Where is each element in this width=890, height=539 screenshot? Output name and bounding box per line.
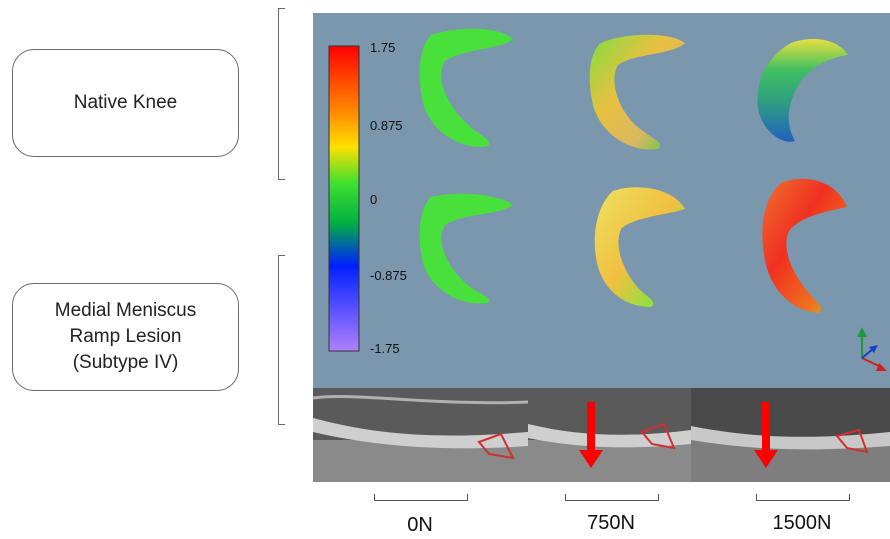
map-native-1500n	[757, 39, 848, 142]
ramp-lesion-bracket	[278, 255, 285, 425]
load-label-0n: 0N	[407, 514, 433, 536]
colorbar-tick-lower: -0.875	[370, 268, 407, 283]
colorbar-tick-zero: 0	[370, 192, 378, 207]
map-lesion-750n	[594, 187, 685, 307]
load-arrow-750n	[579, 402, 603, 468]
ramp-lesion-line-2: Ramp Lesion	[69, 326, 182, 347]
mri-1500n	[691, 388, 890, 482]
bracket-750n	[565, 494, 659, 501]
map-native-0n	[419, 28, 513, 147]
ramp-lesion-line-1: Medial Meniscus	[54, 300, 197, 321]
native-knee-text: Native Knee	[73, 92, 178, 113]
map-lesion-0n	[419, 193, 513, 304]
bracket-1500n	[756, 494, 850, 501]
colorbar-tick-max: 1.75	[370, 40, 396, 55]
axis-triad-icon	[857, 327, 887, 371]
load-label-1500n: 1500N	[772, 512, 832, 534]
meniscus-maps	[419, 28, 887, 371]
load-arrow-1500n	[754, 402, 778, 468]
bracket-0n	[374, 494, 468, 501]
group-label-ramp-lesion: Medial Meniscus Ramp Lesion (Subtype IV)	[12, 283, 239, 391]
group-label-native-knee: Native Knee	[12, 49, 239, 157]
map-lesion-1500n	[762, 178, 847, 313]
native-knee-bracket	[278, 8, 285, 180]
map-native-750n	[589, 34, 685, 150]
colorbar	[328, 45, 360, 352]
ramp-lesion-line-3: (Subtype IV)	[72, 352, 179, 373]
colorbar-tick-upper: 0.875	[370, 118, 403, 133]
colorbar-tick-min: -1.75	[370, 341, 400, 356]
mri-750n	[528, 388, 691, 482]
mri-0n	[313, 388, 528, 482]
load-label-750n: 750N	[587, 512, 635, 534]
